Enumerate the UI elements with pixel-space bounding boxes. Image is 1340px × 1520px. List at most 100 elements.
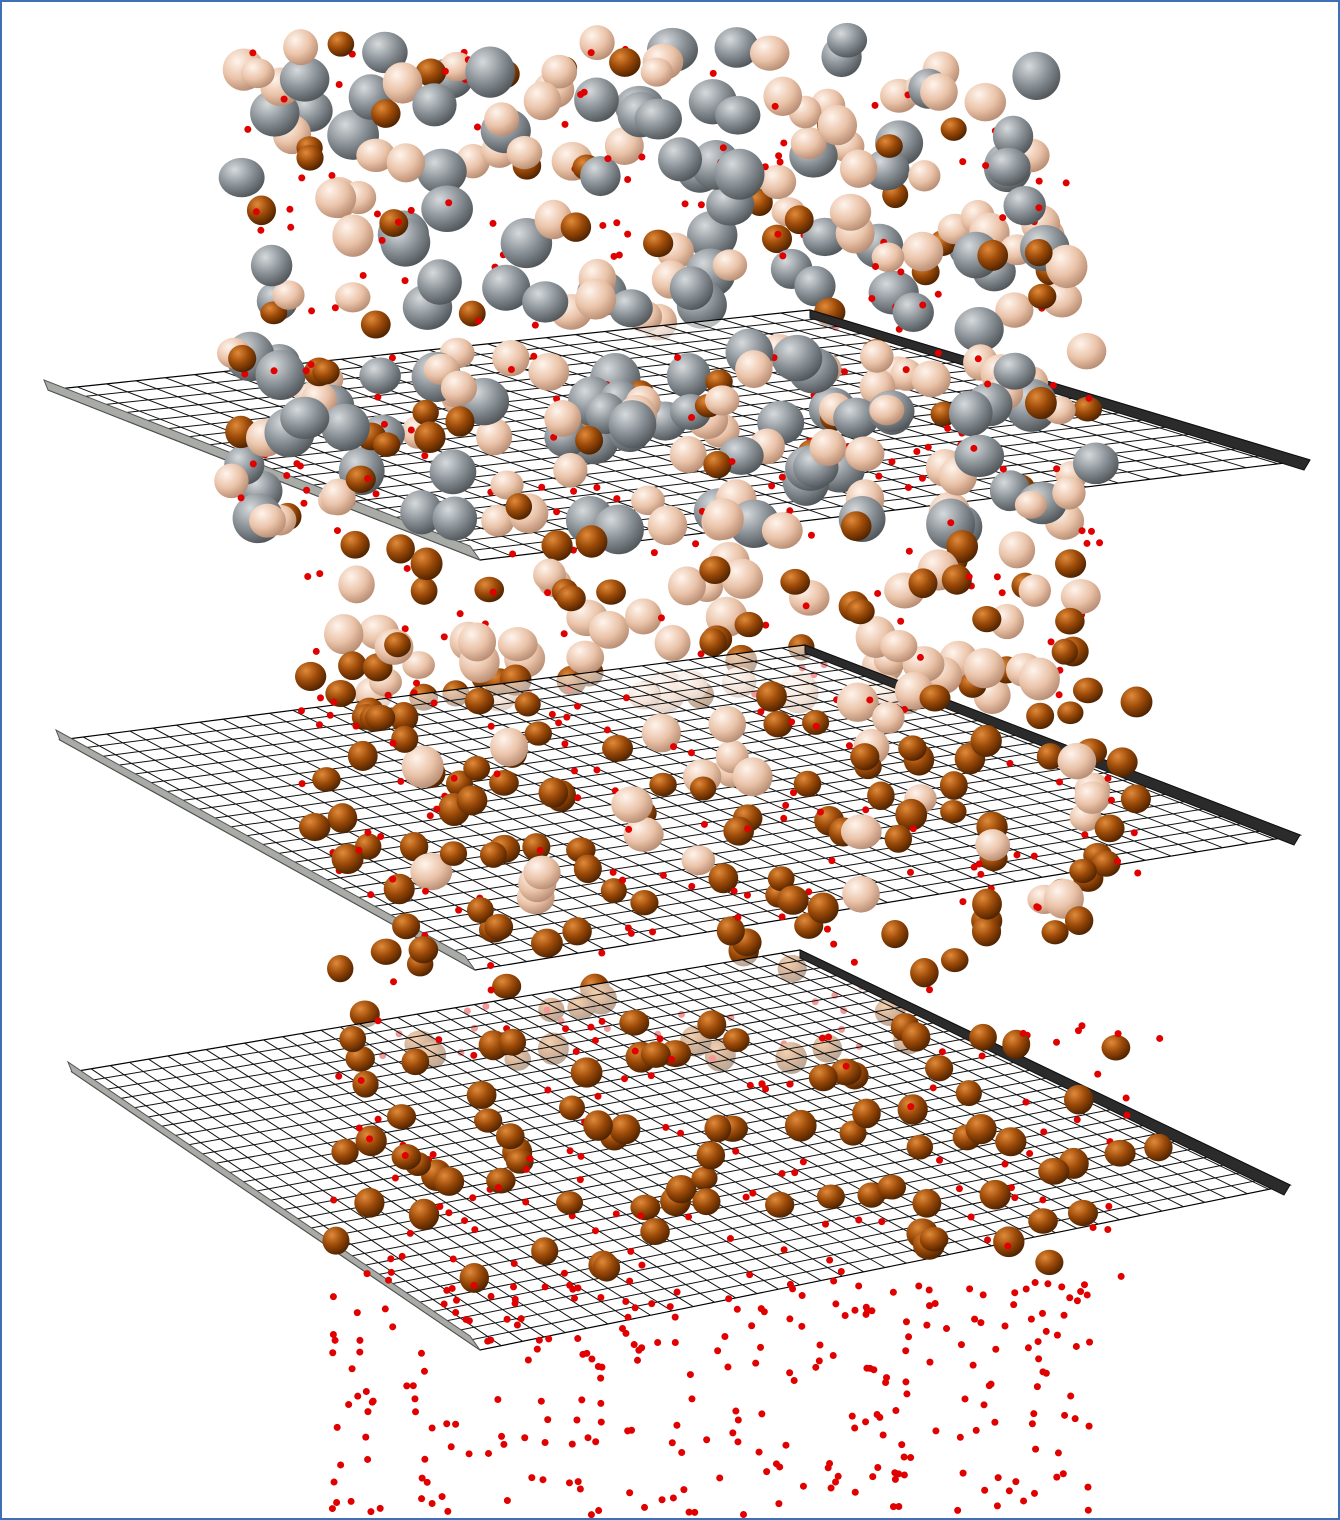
fine-particle — [732, 1407, 740, 1415]
beige-particle — [272, 280, 305, 310]
mesh-wire — [180, 1012, 931, 1147]
fine-particle — [671, 1339, 679, 1347]
fine-particle — [428, 1500, 436, 1508]
brown-particle — [499, 1028, 527, 1056]
beige-particle — [497, 627, 538, 662]
mesh-wire — [194, 1020, 948, 1156]
fine-particle — [578, 1396, 586, 1404]
brown-particle — [298, 813, 331, 842]
fine-particle — [902, 366, 910, 374]
fine-particle — [987, 1380, 995, 1388]
beige-particle — [544, 400, 582, 437]
fine-particle — [703, 1436, 711, 1444]
fine-particle — [1107, 796, 1115, 804]
fine-particle — [904, 484, 912, 492]
mesh-wire — [194, 374, 640, 542]
fine-particle — [539, 1476, 547, 1484]
fine-particle — [934, 349, 942, 357]
brown-particle — [575, 525, 608, 558]
brown-particle — [463, 755, 491, 781]
fine-particle — [587, 49, 595, 57]
brown-particle — [458, 300, 486, 327]
brown-particle — [1041, 920, 1069, 945]
brown-particle — [522, 833, 551, 861]
fine-particle — [471, 1226, 479, 1234]
gray-particle — [417, 259, 462, 305]
brown-particle — [649, 772, 677, 797]
fine-particle — [662, 1123, 670, 1131]
fine-particle — [1073, 1116, 1081, 1124]
brown-particle — [1120, 686, 1153, 718]
fine-particle — [1032, 1445, 1040, 1453]
beige-particle — [283, 29, 319, 66]
fine-particle — [244, 125, 252, 133]
fine-particle — [666, 1303, 674, 1311]
beige-particle — [214, 463, 249, 499]
brown-particle — [383, 873, 415, 905]
fine-particle — [758, 1410, 766, 1418]
brown-particle — [895, 798, 928, 831]
fine-particle — [984, 380, 992, 388]
fine-particle — [1001, 1160, 1009, 1168]
fine-particle — [752, 1359, 760, 1367]
fine-particle — [697, 650, 705, 658]
layers — [43, 22, 1311, 1519]
brown-particle — [697, 1010, 727, 1040]
beige-particle — [836, 682, 879, 722]
brown-particle — [1038, 1157, 1070, 1185]
brown-particle — [1036, 743, 1064, 770]
brown-particle — [704, 1114, 732, 1143]
fine-particle — [374, 1115, 382, 1123]
fine-particle — [828, 857, 836, 865]
fine-particle — [757, 708, 765, 716]
fine-particle — [938, 1048, 946, 1056]
brown-particle — [412, 399, 439, 426]
brown-particle — [379, 209, 409, 237]
fine-particle — [335, 80, 343, 88]
fine-particle — [487, 1292, 495, 1300]
mesh-wire — [275, 1067, 1046, 1212]
brown-particle — [898, 735, 927, 761]
brown-particle — [389, 702, 419, 733]
fine-particle — [312, 647, 320, 655]
fine-particle — [474, 317, 482, 325]
mesh-wire — [107, 666, 863, 768]
brown-particle — [1051, 638, 1078, 665]
fine-particle — [574, 1335, 582, 1343]
fine-particle — [347, 1497, 355, 1505]
fine-particle — [825, 1033, 833, 1041]
fine-particle — [733, 1305, 741, 1313]
fine-particle — [494, 1395, 502, 1403]
fine-particle — [680, 1486, 688, 1494]
brown-particle — [474, 576, 505, 603]
brown-particle — [1094, 814, 1125, 843]
brown-particle — [370, 99, 401, 128]
fine-particle — [487, 962, 495, 970]
brown-particle — [816, 1184, 845, 1209]
beige-particle — [625, 598, 662, 635]
gray-particle — [714, 27, 759, 68]
fine-particle — [818, 1034, 826, 1042]
fine-particle — [1010, 1301, 1018, 1309]
fine-particle — [401, 1152, 409, 1160]
fine-particle — [832, 1300, 840, 1308]
fine-particle — [791, 1169, 799, 1177]
fine-particle — [975, 860, 983, 868]
fine-particle — [364, 1455, 372, 1463]
fine-particle — [924, 443, 932, 451]
fine-particle — [389, 739, 397, 747]
beige-particle — [829, 193, 872, 231]
fine-particle — [298, 174, 306, 182]
fine-particle — [613, 219, 621, 227]
brown-particle — [414, 421, 446, 454]
fine-particle — [1089, 1223, 1097, 1231]
fine-particle — [1114, 1030, 1122, 1038]
brown-particle — [763, 710, 793, 738]
fine-particle — [688, 414, 696, 422]
beige-particle — [401, 745, 444, 788]
fine-particle — [977, 1319, 985, 1327]
brown-particle — [1101, 1034, 1131, 1061]
fine-particle — [592, 1438, 600, 1446]
fine-particle — [330, 1196, 338, 1204]
brown-particle — [867, 781, 895, 811]
